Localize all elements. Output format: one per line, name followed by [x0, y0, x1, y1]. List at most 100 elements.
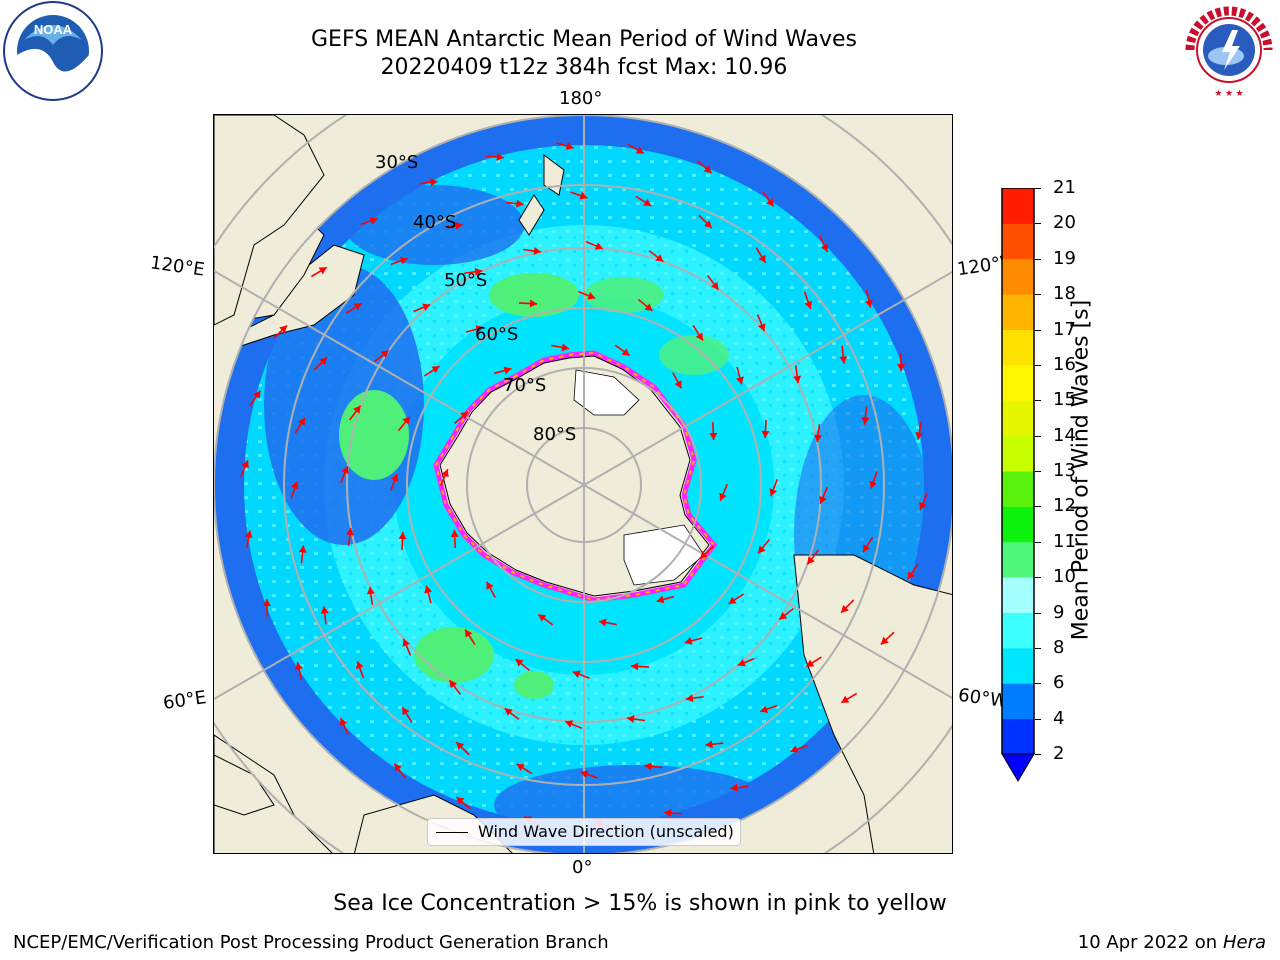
wind-arrow-head	[380, 350, 389, 358]
wind-arrow-head	[244, 530, 253, 539]
colorbar-tick-mark	[1035, 612, 1041, 614]
colorbar-tick-label: 9	[1053, 601, 1065, 623]
colorbar-tick-label: 16	[1053, 353, 1076, 375]
wind-arrow-head	[861, 417, 870, 425]
wind-arrow-head	[728, 596, 737, 604]
colorbar-segment	[1002, 258, 1034, 295]
wind-arrow-head	[529, 299, 538, 308]
colorbar-segment	[1002, 612, 1034, 649]
wind-arrow-head	[450, 529, 459, 538]
wind-arrow-head	[516, 764, 525, 772]
wind-arrow-head	[807, 556, 815, 565]
wind-arrow-head	[369, 217, 378, 225]
wind-arrow-head	[504, 708, 513, 716]
wind-arrow-head	[793, 375, 802, 384]
wind-arrow-head	[820, 243, 829, 252]
wind-arrow-head	[441, 469, 449, 478]
wind-arrow-head	[455, 221, 463, 230]
colorbar-tick-label: 2	[1053, 743, 1065, 764]
colorbar-tick-mark	[1035, 400, 1041, 402]
wind-arrow-head	[353, 303, 362, 311]
colorbar	[1001, 187, 1035, 782]
colorbar-segment	[1002, 223, 1034, 260]
legend-line-swatch	[436, 832, 468, 833]
wind-arrow-head	[705, 740, 713, 749]
wind-arrow-head	[758, 323, 766, 332]
wind-arrow-head	[390, 473, 399, 482]
legend-label: Wind Wave Direction (unscaled)	[478, 822, 734, 841]
wind-arrow-head	[456, 796, 465, 805]
wind-arrow-head	[897, 363, 906, 372]
wind-arrow-head	[915, 431, 924, 440]
map-frame	[213, 114, 953, 854]
wind-arrow-head	[819, 495, 827, 504]
colorbar-segment	[1002, 294, 1034, 330]
wind-arrow-head	[841, 695, 850, 703]
lon-label-120e: 120°E	[148, 252, 206, 281]
wind-arrow-head	[594, 242, 603, 250]
wind-arrow-head	[919, 501, 927, 510]
wind-arrow-head	[422, 303, 431, 311]
colorbar-segment	[1002, 329, 1034, 366]
wind-arrow-head	[320, 606, 329, 614]
wind-arrow-head	[262, 598, 271, 607]
colorbar-tick-mark	[1035, 329, 1041, 331]
wind-arrow-head	[516, 199, 524, 208]
wind-arrow-head	[533, 246, 542, 255]
colorbar-tick-mark	[1035, 718, 1041, 720]
wind-arrow-head	[839, 356, 848, 364]
wind-arrow-head	[561, 343, 570, 352]
wind-arrow-head	[355, 661, 364, 670]
wind-arrow-head	[643, 198, 652, 206]
wind-arrow-head	[709, 432, 718, 441]
wind-arrow-head	[424, 585, 432, 594]
noaa-logo-icon: NOAA	[2, 0, 104, 102]
colorbar-tick-mark	[1035, 683, 1041, 685]
colorbar-tick-mark	[1035, 541, 1041, 543]
colorbar-tick-mark	[1035, 258, 1041, 260]
noaa-logo-text: NOAA	[34, 22, 73, 37]
wind-arrow-head	[456, 742, 465, 750]
wind-arrow-head	[664, 808, 672, 817]
footer-machine: Hera	[1222, 932, 1266, 953]
wind-arrow-head	[297, 417, 305, 426]
wind-arrow-head	[366, 586, 375, 595]
colorbar-tick-mark	[1035, 223, 1041, 225]
lat-label-40s: 40°S	[413, 212, 457, 233]
wind-arrow-head	[353, 405, 361, 414]
wind-arrow-head	[402, 707, 410, 716]
wind-arrow-head	[644, 762, 652, 771]
map-legend: Wind Wave Direction (unscaled)	[427, 818, 741, 846]
colorbar-segment	[1002, 400, 1034, 437]
wind-arrow-head	[503, 366, 512, 375]
chart-title: GEFS MEAN Antarctic Mean Period of Wind …	[311, 27, 857, 52]
wind-arrow-head	[699, 550, 708, 559]
lat-label-30s: 30°S	[375, 152, 419, 173]
wind-arrow-head	[538, 614, 547, 622]
colorbar-tick-mark	[1035, 754, 1041, 755]
colorbar-segment	[1002, 364, 1034, 401]
wind-arrow-head	[737, 659, 746, 667]
wind-arrow-head	[621, 348, 630, 356]
wind-arrow-head	[580, 770, 589, 779]
colorbar-tick-label: 18	[1053, 283, 1076, 305]
footer-credit: NCEP/EMC/Verification Post Processing Pr…	[13, 932, 609, 953]
lon-label-60e: 60°E	[161, 687, 208, 714]
colorbar-segment	[1002, 471, 1034, 507]
wind-arrow-head	[790, 745, 799, 753]
colorbar-tick-label: 10	[1053, 566, 1076, 588]
colorbar-tick-mark	[1035, 471, 1041, 472]
wind-arrow-head	[474, 267, 483, 276]
colorbar-tick-mark	[1035, 435, 1041, 437]
wind-arrow-head	[295, 662, 303, 671]
wind-arrow-head	[572, 670, 581, 679]
chart-subtitle: 20220409 t12z 384h fcst Max: 10.96	[380, 55, 788, 80]
wind-arrow-head	[515, 659, 524, 667]
colorbar-tick-label: 6	[1053, 672, 1065, 694]
wind-arrow-head	[402, 416, 410, 425]
colorbar-tick-label: 4	[1053, 707, 1065, 729]
colorbar-segment	[1002, 188, 1034, 224]
wind-arrow-head	[814, 434, 823, 443]
colorbar-tick-label: 13	[1053, 460, 1076, 481]
wind-arrow-head	[863, 544, 871, 553]
